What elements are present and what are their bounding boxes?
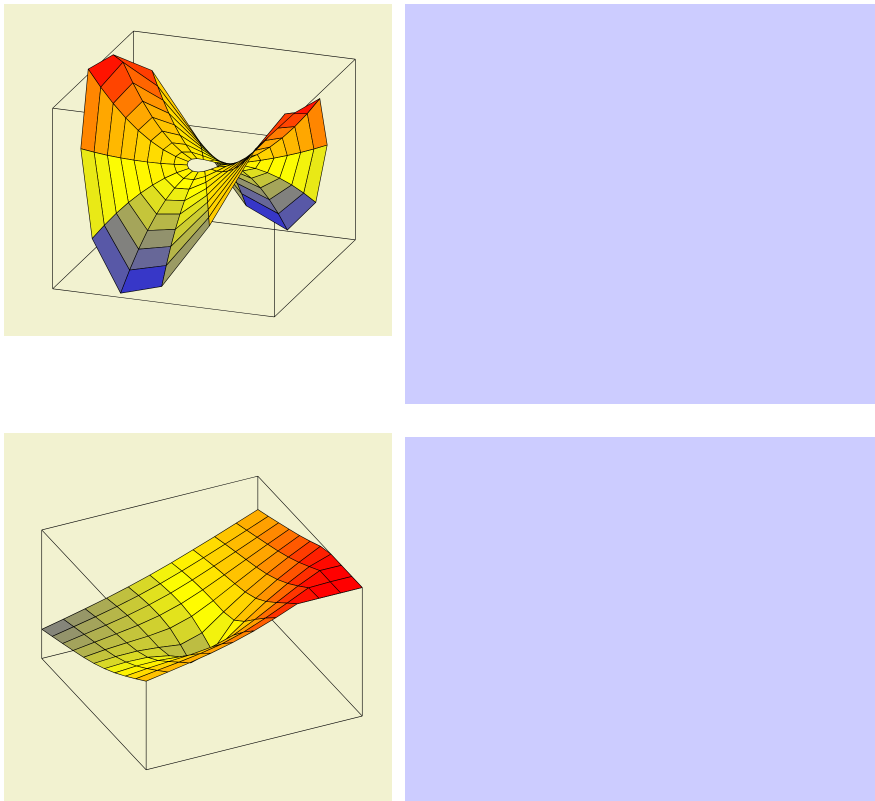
axis-box-edge (274, 239, 356, 318)
axis-box-edge (41, 658, 147, 771)
plot-panel (4, 4, 392, 336)
plot-panel (4, 433, 392, 801)
empty-panel (405, 437, 875, 801)
surface-plot (41, 475, 363, 771)
axis-box-edge (52, 288, 275, 318)
axis-box-edge (257, 604, 363, 717)
surface-patch (135, 670, 169, 682)
axis-box-edge (41, 475, 258, 531)
surface-plot (52, 30, 356, 318)
axis-box-edge (146, 715, 363, 771)
axis-box-edge (133, 30, 356, 60)
empty-panel (405, 4, 875, 404)
surface-patch (161, 217, 210, 287)
